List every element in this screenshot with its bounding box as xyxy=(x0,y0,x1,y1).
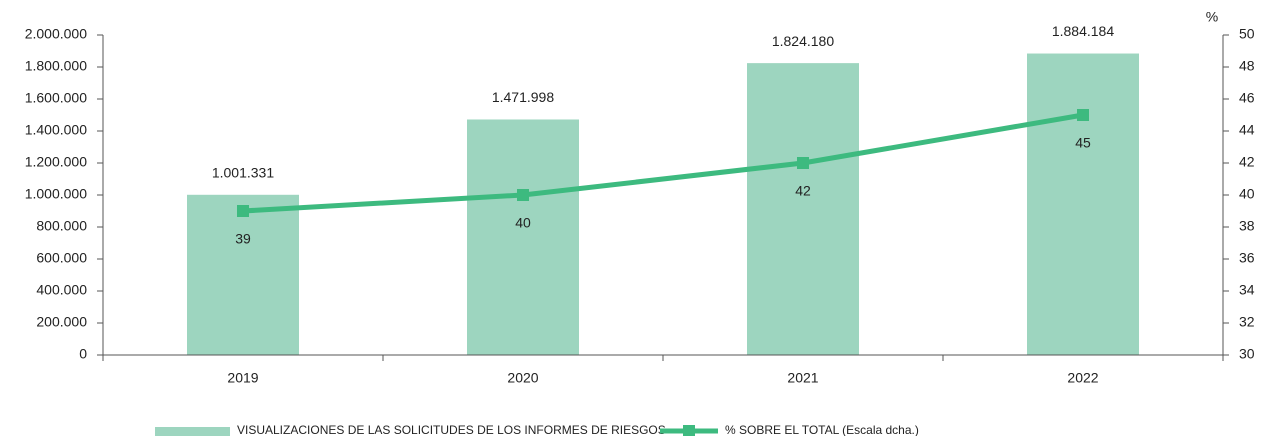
bar-value-label: 1.824.180 xyxy=(772,33,834,49)
legend-marker xyxy=(683,425,695,436)
y-tick-label: 1.800.000 xyxy=(25,58,87,74)
bar-value-label: 1.884.184 xyxy=(1052,23,1114,39)
y2-tick-label: 36 xyxy=(1239,250,1255,266)
bar-value-label: 1.001.331 xyxy=(212,164,274,180)
y-tick-label: 600.000 xyxy=(36,250,87,266)
x-tick-label: 2020 xyxy=(507,370,538,386)
y-tick-label: 1.200.000 xyxy=(25,154,87,170)
line-value-label: 42 xyxy=(795,183,811,199)
y-tick-label: 800.000 xyxy=(36,218,87,234)
y2-tick-label: 38 xyxy=(1239,218,1255,234)
bar xyxy=(187,194,299,355)
y-tick-label: 0 xyxy=(79,346,87,362)
line-value-label: 40 xyxy=(515,215,531,231)
x-tick-label: 2022 xyxy=(1067,370,1098,386)
legend-swatch xyxy=(155,427,230,436)
y-tick-label: 400.000 xyxy=(36,282,87,298)
y2-tick-label: 50 xyxy=(1239,26,1255,42)
bar xyxy=(1027,53,1139,356)
y-tick-label: 200.000 xyxy=(36,314,87,330)
line-marker xyxy=(237,205,249,217)
y2-tick-label: 32 xyxy=(1239,314,1255,330)
bar xyxy=(467,119,579,356)
line-value-label: 39 xyxy=(235,231,251,247)
y2-tick-label: 42 xyxy=(1239,154,1255,170)
y-tick-label: 1.400.000 xyxy=(25,122,87,138)
y2-tick-label: 30 xyxy=(1239,346,1255,362)
line xyxy=(242,112,1084,214)
line-value-label: 45 xyxy=(1075,135,1091,151)
y2-tick-label: 34 xyxy=(1239,282,1255,298)
line-marker xyxy=(517,189,529,201)
y2-tick-label: 48 xyxy=(1239,58,1255,74)
y2-tick-label: 40 xyxy=(1239,186,1255,202)
y2-tick-label: 44 xyxy=(1239,122,1255,138)
legend-label: % SOBRE EL TOTAL (Escala dcha.) xyxy=(725,423,919,436)
line-marker xyxy=(1077,109,1089,121)
legend: VISUALIZACIONES DE LAS SOLICITUDES DE LO… xyxy=(155,423,919,436)
y2-axis-label: % xyxy=(1206,9,1218,25)
y-tick-label: 1.000.000 xyxy=(25,186,87,202)
bar xyxy=(747,63,859,356)
line-marker xyxy=(797,157,809,169)
y-tick-label: 1.600.000 xyxy=(25,90,87,106)
bar-value-label: 1.471.998 xyxy=(492,89,554,105)
y2-tick-label: 46 xyxy=(1239,90,1255,106)
x-tick-label: 2021 xyxy=(787,370,818,386)
x-tick-label: 2019 xyxy=(227,370,258,386)
legend-label: VISUALIZACIONES DE LAS SOLICITUDES DE LO… xyxy=(237,423,666,436)
y-tick-label: 2.000.000 xyxy=(25,26,87,42)
